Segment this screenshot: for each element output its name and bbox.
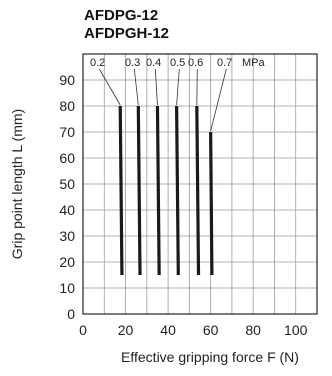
x-tick-label: 20	[118, 322, 134, 338]
pressure-label-0.7: 0.7	[217, 57, 232, 69]
grid	[83, 54, 317, 314]
x-tick-label: 0	[79, 322, 87, 338]
series-line-0.5	[175, 105, 180, 276]
series-line-0.4	[155, 105, 161, 276]
series-line-0.3	[136, 105, 142, 276]
y-tick-label: 10	[59, 280, 75, 296]
pressure-leader-0.4	[154, 68, 158, 106]
pressure-label-0.6: 0.6	[188, 57, 203, 69]
plot-frame	[82, 53, 318, 315]
chart-title-line-1: AFDPG-12	[84, 7, 158, 24]
pressure-leader-0.2	[98, 68, 121, 106]
pressure-labels: 0.2 0.3 0.4 0.5 0.6 0.7	[90, 57, 232, 132]
chart-title-line-2: AFDPGH-12	[84, 25, 169, 42]
pressure-unit-label: MPa	[242, 57, 266, 69]
y-tick-label: 90	[59, 72, 75, 88]
pressure-label-0.2: 0.2	[90, 57, 105, 69]
pressure-label-0.4: 0.4	[146, 57, 161, 69]
series-lines	[118, 105, 214, 276]
y-tick-label: 60	[59, 150, 75, 166]
series-line-0.2	[118, 105, 124, 276]
x-tick-label: 60	[203, 322, 219, 338]
y-tick-label: 20	[59, 254, 75, 270]
series-line-0.7	[209, 131, 214, 276]
series-line-0.6	[195, 105, 201, 276]
pressure-leader-0.3	[133, 68, 139, 106]
pressure-leader-0.5	[176, 68, 180, 106]
pressure-label-0.5: 0.5	[170, 57, 185, 69]
y-tick-label: 50	[59, 176, 75, 192]
y-axis-label: Grip point length L (mm)	[9, 109, 25, 259]
y-tick-label: 40	[59, 202, 75, 218]
x-tick-label: 40	[160, 322, 176, 338]
x-axis-label: Effective gripping force F (N)	[121, 349, 299, 365]
x-tick-labels: 0 20 40 60 80 100	[79, 322, 308, 338]
y-tick-label: 0	[67, 306, 75, 322]
y-tick-label: 80	[59, 98, 75, 114]
y-tick-label: 70	[59, 124, 75, 140]
y-tick-labels: 0 10 20 30 40 50 60 70 80 90	[59, 72, 75, 322]
pressure-leader-0.7	[210, 68, 227, 132]
pressure-label-0.3: 0.3	[125, 57, 140, 69]
y-tick-label: 30	[59, 228, 75, 244]
x-tick-label: 100	[284, 322, 308, 338]
x-tick-label: 80	[245, 322, 261, 338]
